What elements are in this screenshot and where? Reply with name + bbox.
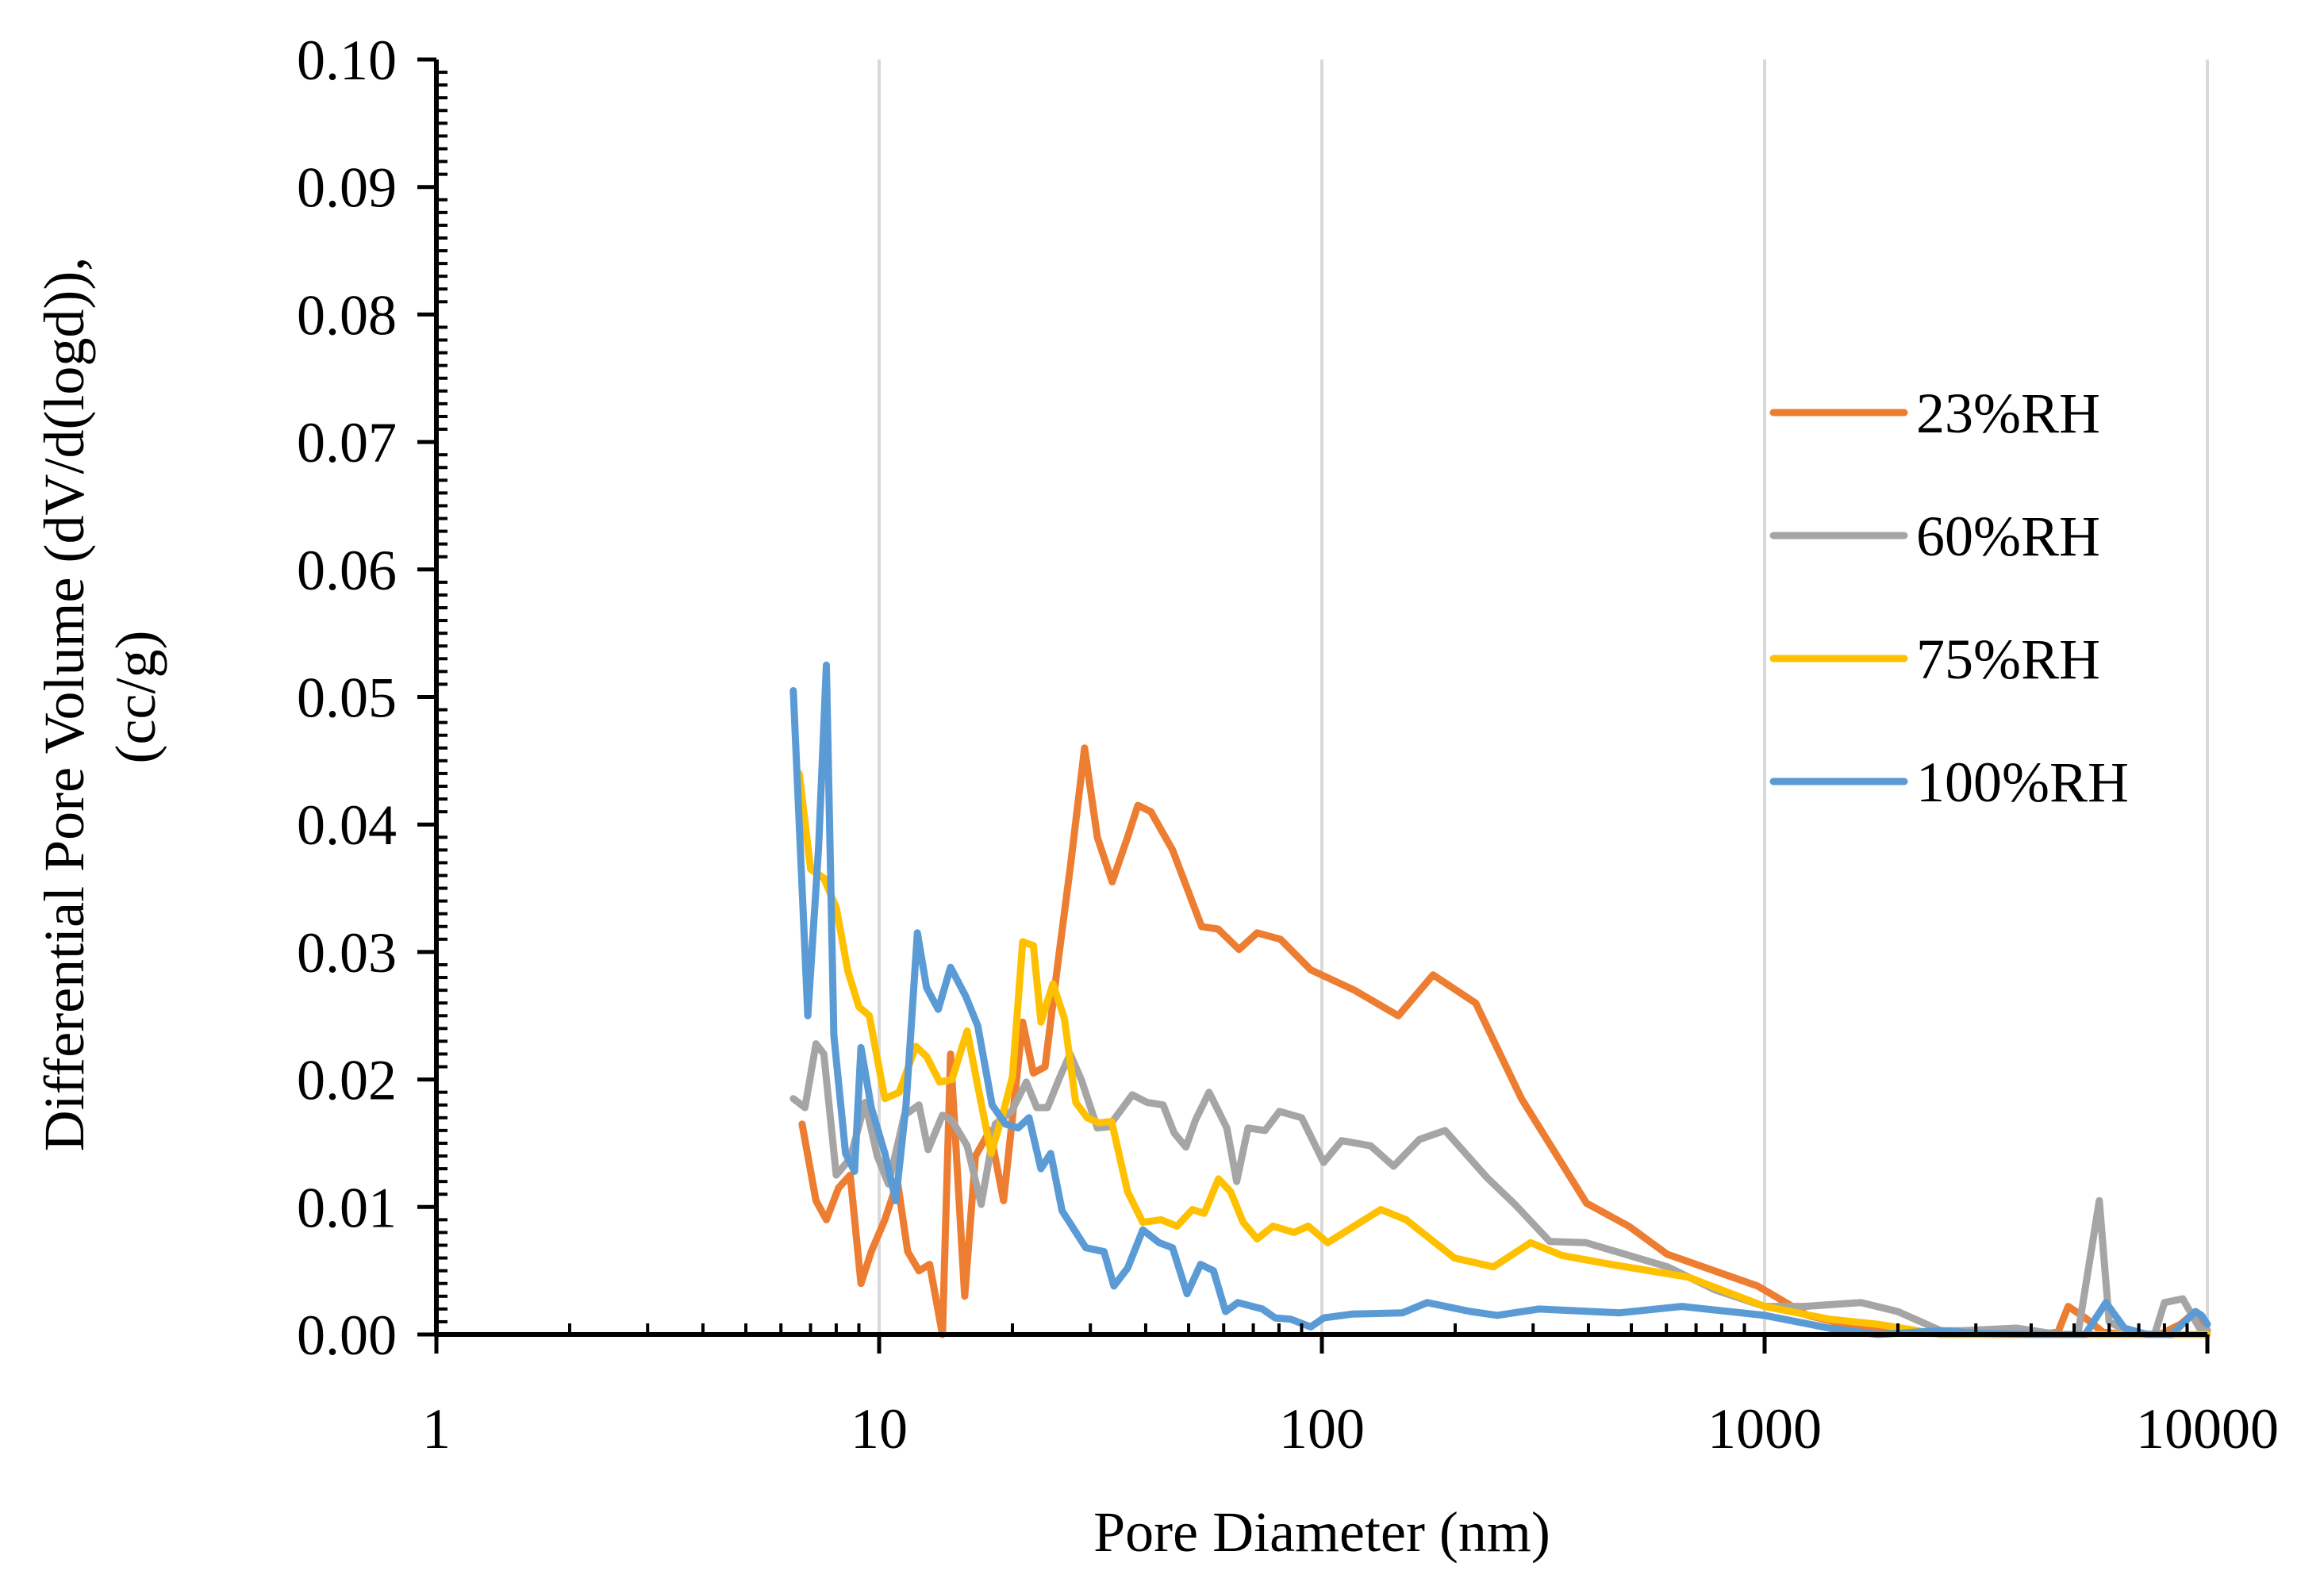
- y-axis-title: Differential Pore Volume (dV/d(logd)), (…: [33, 243, 167, 1152]
- y-tick-label: 0.06: [297, 539, 397, 602]
- y-tick-label: 0.08: [297, 283, 397, 347]
- y-tick-label: 0.10: [297, 29, 397, 92]
- y-tick-label: 0.01: [297, 1176, 397, 1239]
- y-axis-title-line-2: (cc/g): [104, 631, 167, 764]
- y-tick-label: 0.07: [297, 411, 397, 474]
- legend-label: 60%RH: [1916, 505, 2100, 568]
- y-tick-label: 0.04: [297, 793, 397, 857]
- y-tick-label: 0.02: [297, 1049, 397, 1112]
- x-tick-label: 1: [422, 1397, 451, 1461]
- x-axis-title: Pore Diameter (nm): [1093, 1500, 1550, 1564]
- y-tick-label: 0.05: [297, 666, 397, 730]
- y-axis-title-line-1: Differential Pore Volume (dV/d(logd)),: [33, 257, 96, 1152]
- x-tick-label: 10000: [2136, 1397, 2279, 1461]
- x-tick-label: 100: [1279, 1397, 1365, 1461]
- x-tick-label: 10: [851, 1397, 908, 1461]
- legend-label: 75%RH: [1916, 628, 2100, 691]
- x-tick-label: 1000: [1707, 1397, 1822, 1461]
- series-line-75pct-rh: [795, 770, 2211, 1338]
- y-tick-label: 0.09: [297, 156, 397, 220]
- tick-labels: 0.00 0.01 0.02 0.03 0.04 0.05 0.06 0.07 0.08 0.09…: [297, 29, 2279, 1461]
- y-tick-label: 0.00: [297, 1304, 397, 1367]
- legend: 23%RH 60%RH 75%RH 100%RH: [1769, 382, 2129, 814]
- legend-label: 100%RH: [1916, 751, 2129, 814]
- y-tick-label: 0.03: [297, 921, 397, 985]
- legend-label: 23%RH: [1916, 382, 2100, 445]
- axes: [417, 57, 2210, 1354]
